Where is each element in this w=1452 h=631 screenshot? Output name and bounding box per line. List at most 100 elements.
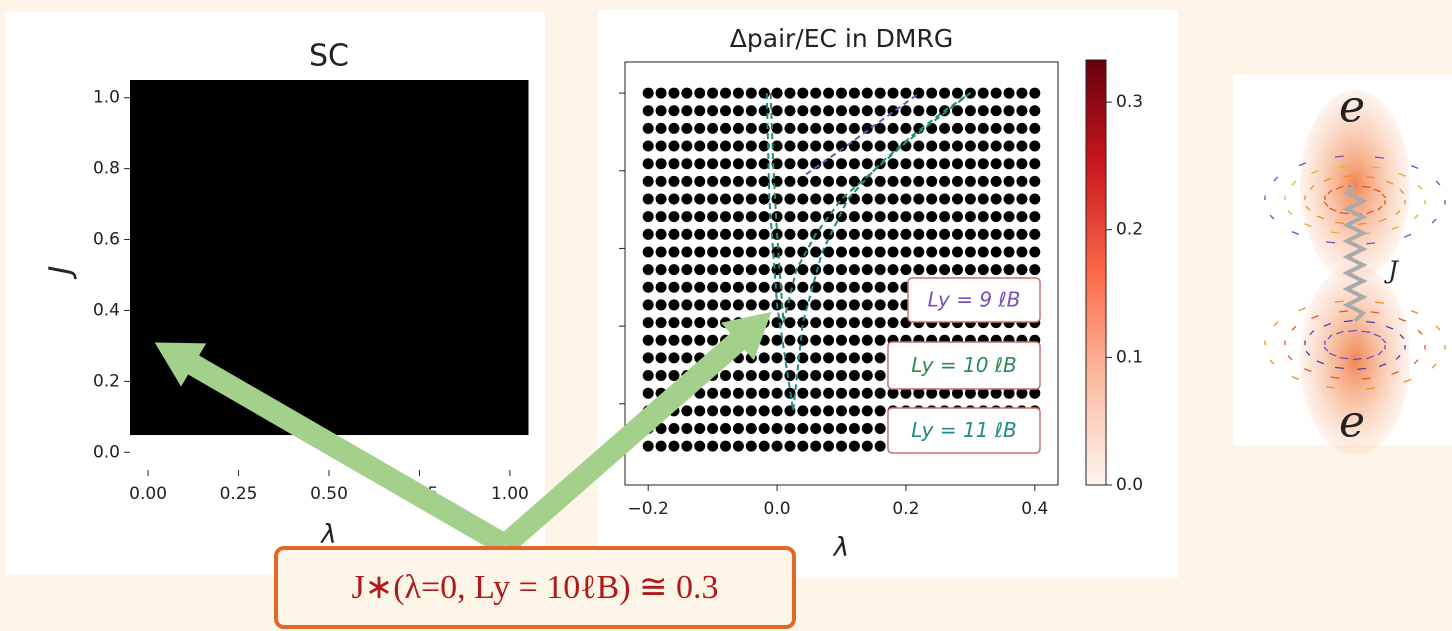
dot	[990, 87, 1002, 99]
boundary-line	[769, 92, 971, 323]
dot	[900, 175, 912, 187]
dot	[887, 228, 899, 240]
dot	[887, 387, 899, 399]
dot	[655, 281, 667, 293]
dot	[758, 405, 770, 417]
spin-arrow	[1381, 338, 1387, 344]
legend-box	[887, 341, 1041, 390]
dot	[642, 122, 654, 134]
dot	[784, 105, 796, 117]
heat-cell	[130, 328, 167, 365]
spin-arrow	[1339, 165, 1349, 168]
dot	[823, 281, 835, 293]
dot	[1016, 158, 1028, 170]
heat-cell	[130, 80, 167, 116]
dot	[848, 87, 860, 99]
dot	[810, 175, 822, 187]
dot	[668, 281, 680, 293]
dot	[1016, 105, 1028, 117]
dot	[784, 281, 796, 293]
dot	[681, 405, 693, 417]
dot	[1016, 228, 1028, 240]
dot	[977, 246, 989, 258]
spin-arrow	[1361, 330, 1371, 333]
colorbar-tick-label: 0.1	[1116, 347, 1143, 367]
dot	[926, 264, 938, 276]
dot	[784, 317, 796, 329]
spin-arrow	[1357, 367, 1367, 371]
dot	[797, 105, 809, 117]
dot	[977, 140, 989, 152]
boundary-line	[805, 94, 918, 176]
dot	[939, 211, 951, 223]
dot	[668, 317, 680, 329]
dot	[810, 193, 822, 205]
heat-cell	[274, 115, 312, 152]
dot	[913, 193, 925, 205]
heat-cell	[130, 292, 167, 329]
dot	[939, 387, 951, 399]
dot	[848, 405, 860, 417]
dot	[797, 211, 809, 223]
dot	[848, 228, 860, 240]
dot	[642, 246, 654, 258]
dot	[745, 193, 757, 205]
dot	[861, 211, 873, 223]
dot	[990, 264, 1002, 276]
dot	[707, 317, 719, 329]
dot	[797, 193, 809, 205]
annotation: J∗(λ=0, Ly = 10ℓB) ≅ 0.3	[351, 569, 718, 606]
dot	[642, 87, 654, 99]
dot	[823, 423, 835, 435]
x-tick-label: 1.00	[491, 484, 529, 504]
dot	[642, 264, 654, 276]
heat-cell	[238, 186, 276, 223]
dot	[732, 405, 744, 417]
dot	[861, 158, 873, 170]
dot	[732, 175, 744, 187]
dot	[720, 317, 732, 329]
dot	[642, 387, 654, 399]
dot	[771, 370, 783, 382]
dot	[810, 299, 822, 311]
heat-cell	[130, 399, 167, 436]
dot	[926, 193, 938, 205]
dot	[771, 140, 783, 152]
heat-cell	[274, 150, 312, 187]
dot	[707, 334, 719, 346]
dot	[861, 140, 873, 152]
dot	[810, 440, 822, 452]
dot	[655, 158, 667, 170]
dot	[900, 158, 912, 170]
dot	[681, 317, 693, 329]
dot	[642, 228, 654, 240]
dot	[810, 334, 822, 346]
dot	[732, 370, 744, 382]
dot	[823, 334, 835, 346]
dot	[720, 105, 732, 117]
heat-cell	[455, 363, 493, 400]
dot	[707, 281, 719, 293]
dot	[707, 264, 719, 276]
heat-cell	[202, 292, 240, 329]
dot	[784, 175, 796, 187]
spin-arrow	[1334, 155, 1344, 158]
spin-arrow	[1361, 185, 1371, 188]
dot	[810, 246, 822, 258]
dot	[913, 211, 925, 223]
heat-cell	[202, 80, 240, 116]
dot	[848, 299, 860, 311]
dot	[990, 228, 1002, 240]
dot	[707, 246, 719, 258]
dot	[745, 87, 757, 99]
dot	[900, 211, 912, 223]
dot	[823, 370, 835, 382]
dot	[745, 387, 757, 399]
dot	[810, 370, 822, 382]
dot	[1029, 105, 1041, 117]
dot	[745, 299, 757, 311]
dot	[668, 211, 680, 223]
dot	[694, 193, 706, 205]
dot	[784, 370, 796, 382]
electron-label: e	[1339, 397, 1365, 448]
